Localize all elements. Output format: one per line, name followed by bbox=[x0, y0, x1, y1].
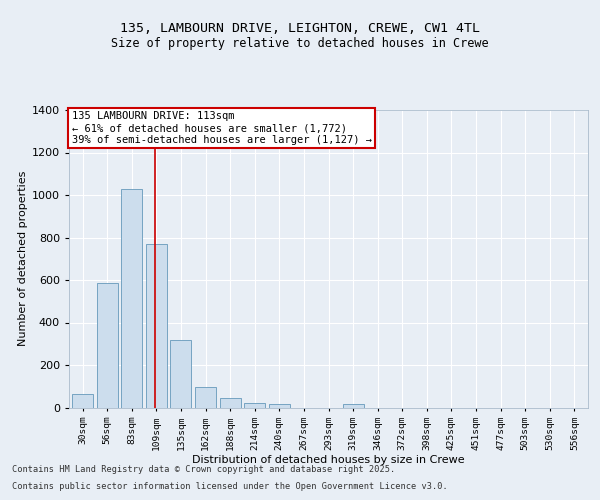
Text: Contains public sector information licensed under the Open Government Licence v3: Contains public sector information licen… bbox=[12, 482, 448, 491]
Bar bbox=[97, 283, 118, 408]
Bar bbox=[146, 244, 167, 408]
Bar bbox=[220, 398, 241, 407]
Bar bbox=[343, 404, 364, 407]
Y-axis label: Number of detached properties: Number of detached properties bbox=[17, 171, 28, 346]
Text: Contains HM Land Registry data © Crown copyright and database right 2025.: Contains HM Land Registry data © Crown c… bbox=[12, 465, 395, 474]
Bar bbox=[244, 403, 265, 407]
Bar bbox=[195, 388, 216, 407]
Text: 135 LAMBOURN DRIVE: 113sqm
← 61% of detached houses are smaller (1,772)
39% of s: 135 LAMBOURN DRIVE: 113sqm ← 61% of deta… bbox=[71, 112, 371, 144]
Bar bbox=[269, 404, 290, 407]
Bar bbox=[170, 340, 191, 407]
X-axis label: Distribution of detached houses by size in Crewe: Distribution of detached houses by size … bbox=[192, 455, 465, 465]
Text: 135, LAMBOURN DRIVE, LEIGHTON, CREWE, CW1 4TL: 135, LAMBOURN DRIVE, LEIGHTON, CREWE, CW… bbox=[120, 22, 480, 36]
Text: Size of property relative to detached houses in Crewe: Size of property relative to detached ho… bbox=[111, 38, 489, 51]
Bar bbox=[121, 188, 142, 408]
Bar bbox=[72, 394, 93, 407]
